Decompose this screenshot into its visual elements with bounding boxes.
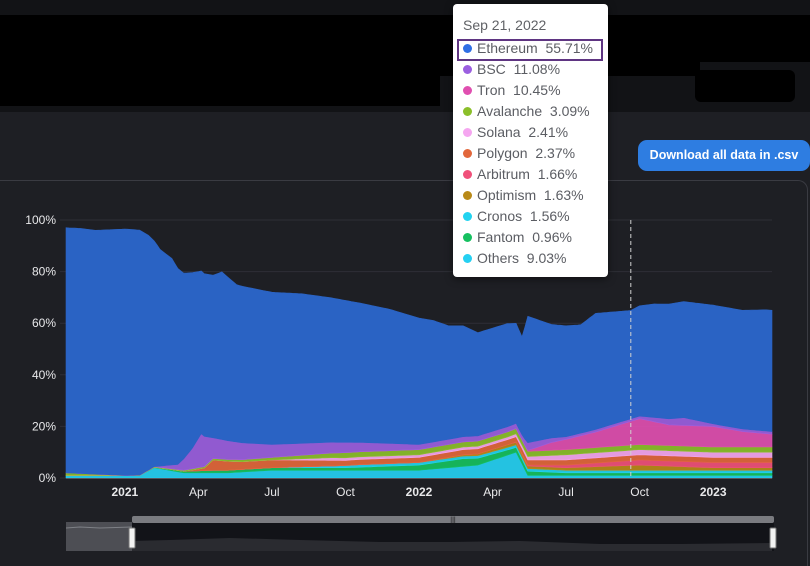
tooltip-series-name: Arbitrum [477,166,538,182]
tooltip-series-name: Ethereum [477,40,546,56]
page-header [0,0,810,112]
series-dot-icon [463,170,472,179]
navigator-left-handle[interactable] [128,527,136,549]
navigator-unselected-range [66,522,132,551]
tooltip-highlight-box [457,39,603,61]
tooltip-series-value: 1.63% [543,187,584,203]
tooltip-row-solana: Solana 2.41% [463,124,568,144]
y-tick-label: 100% [25,213,56,227]
tooltip-series-value: 3.09% [549,103,590,119]
tooltip-row-tron: Tron 10.45% [463,82,561,102]
chart-tooltip: Sep 21, 2022 Ethereum 55.71% BSC 11.08% Tr… [453,4,608,277]
tooltip-series-value: 10.45% [513,82,561,98]
navigator-mini-line [65,526,133,529]
tooltip-series-name: Polygon [477,145,536,161]
x-tick-label: Oct [630,485,649,499]
x-tick-label: 2021 [111,485,138,499]
tooltip-series-value: 11.08% [513,61,561,77]
tooltip-series-name: BSC [477,61,514,77]
series-dot-icon [463,107,472,116]
y-tick-label: 60% [32,316,56,330]
series-dot-icon [463,65,472,74]
download-csv-button[interactable]: Download all data in .csv [638,140,810,171]
x-tick-label: Jul [264,485,279,499]
x-tick-label: Oct [336,485,355,499]
tooltip-series-name: Fantom [477,229,533,245]
tooltip-series-name: Avalanche [477,103,550,119]
y-tick-label: 20% [32,419,56,433]
tooltip-series-value: 55.71% [545,40,593,56]
series-dot-icon [463,44,472,53]
area-series-ethereum [65,227,773,476]
range-navigator[interactable]: ||| [65,516,777,551]
x-tick-label: Apr [483,485,502,499]
tooltip-series-value: 0.96% [532,229,572,245]
redacted-area [0,62,440,106]
series-dot-icon [463,254,472,263]
tooltip-series-name: Optimism [477,187,544,203]
redacted-area [695,70,795,102]
tooltip-series-value: 1.56% [529,208,570,224]
x-tick-label: 2022 [406,485,433,499]
navigator-scrollbar[interactable] [132,516,774,523]
tooltip-row-others: Others 9.03% [463,250,567,270]
y-tick-label: 0% [39,471,57,485]
series-dot-icon [463,86,472,95]
tooltip-series-value: 9.03% [526,250,567,266]
tooltip-row-bsc: BSC 11.08% [463,61,560,81]
series-dot-icon [463,191,472,200]
x-tick-label: 2023 [700,485,727,499]
navigator-right-handle[interactable] [769,527,777,549]
tooltip-row-avalanche: Avalanche 3.09% [463,103,590,123]
tooltip-series-value: 1.66% [537,166,578,182]
redacted-area [0,15,810,62]
tooltip-series-name: Others [477,250,527,266]
tooltip-series-name: Tron [477,82,514,98]
series-dot-icon [463,212,472,221]
tooltip-series-name: Solana [477,124,529,140]
x-tick-label: Apr [189,485,208,499]
tooltip-row-cronos: Cronos 1.56% [463,208,570,228]
series-dot-icon [463,149,472,158]
navigator-mini-series [132,538,772,551]
series-dot-icon [463,128,472,137]
tooltip-row-optimism: Optimism 1.63% [463,187,584,207]
tooltip-series-name: Cronos [477,208,530,224]
chart-areas [65,227,773,479]
tooltip-series-value: 2.37% [535,145,576,161]
tooltip-row-ethereum: Ethereum 55.71% [463,40,593,60]
y-tick-label: 40% [32,368,56,382]
x-tick-label: Jul [558,485,573,499]
tooltip-row-fantom: Fantom 0.96% [463,229,572,249]
navigator-grip-icon[interactable]: ||| [450,517,456,524]
y-tick-label: 80% [32,265,56,279]
tooltip-row-arbitrum: Arbitrum 1.66% [463,166,577,186]
tooltip-series-value: 2.41% [528,124,569,140]
tooltip-row-polygon: Polygon 2.37% [463,145,575,165]
chart-axes: 0% 20% 40% 60% 80% 100% 2021 Apr Jul Oct 2022 Apr Ju… [25,213,772,499]
series-dot-icon [463,233,472,242]
tooltip-date: Sep 21, 2022 [463,17,547,33]
